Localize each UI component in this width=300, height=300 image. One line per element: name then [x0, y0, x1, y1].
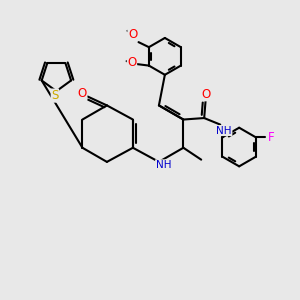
Text: F: F: [268, 131, 275, 144]
Text: O: O: [127, 56, 136, 69]
Text: NH: NH: [216, 125, 232, 136]
Text: O: O: [201, 88, 210, 101]
Text: O: O: [128, 28, 137, 41]
Text: S: S: [51, 89, 58, 102]
Text: O: O: [78, 87, 87, 100]
Text: NH: NH: [156, 160, 171, 170]
